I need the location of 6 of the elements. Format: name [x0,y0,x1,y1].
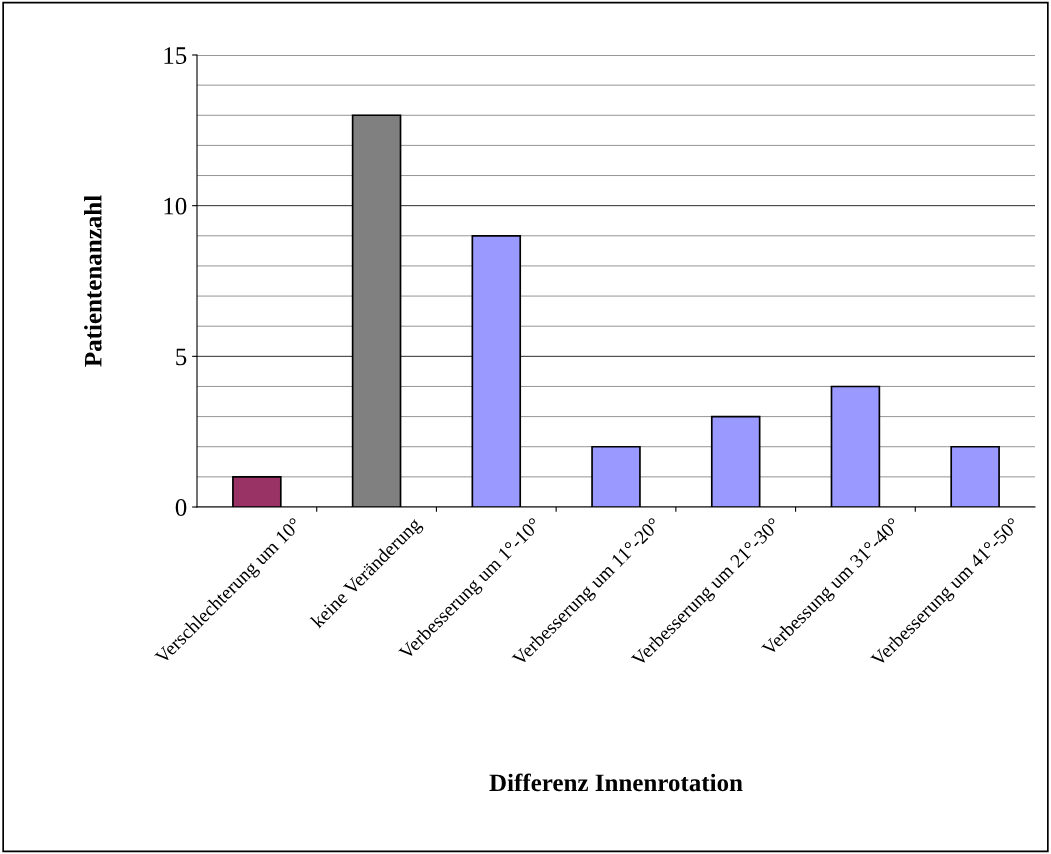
y-tick-label: 0 [175,499,187,516]
y-tick-label: 15 [164,47,187,64]
x-axis-title: Differenz Innenrotation [489,773,743,792]
y-axis-title: Patientenanzahl [84,195,102,367]
y-tick-label: 10 [164,197,187,215]
y-tick-label: 5 [176,348,187,366]
